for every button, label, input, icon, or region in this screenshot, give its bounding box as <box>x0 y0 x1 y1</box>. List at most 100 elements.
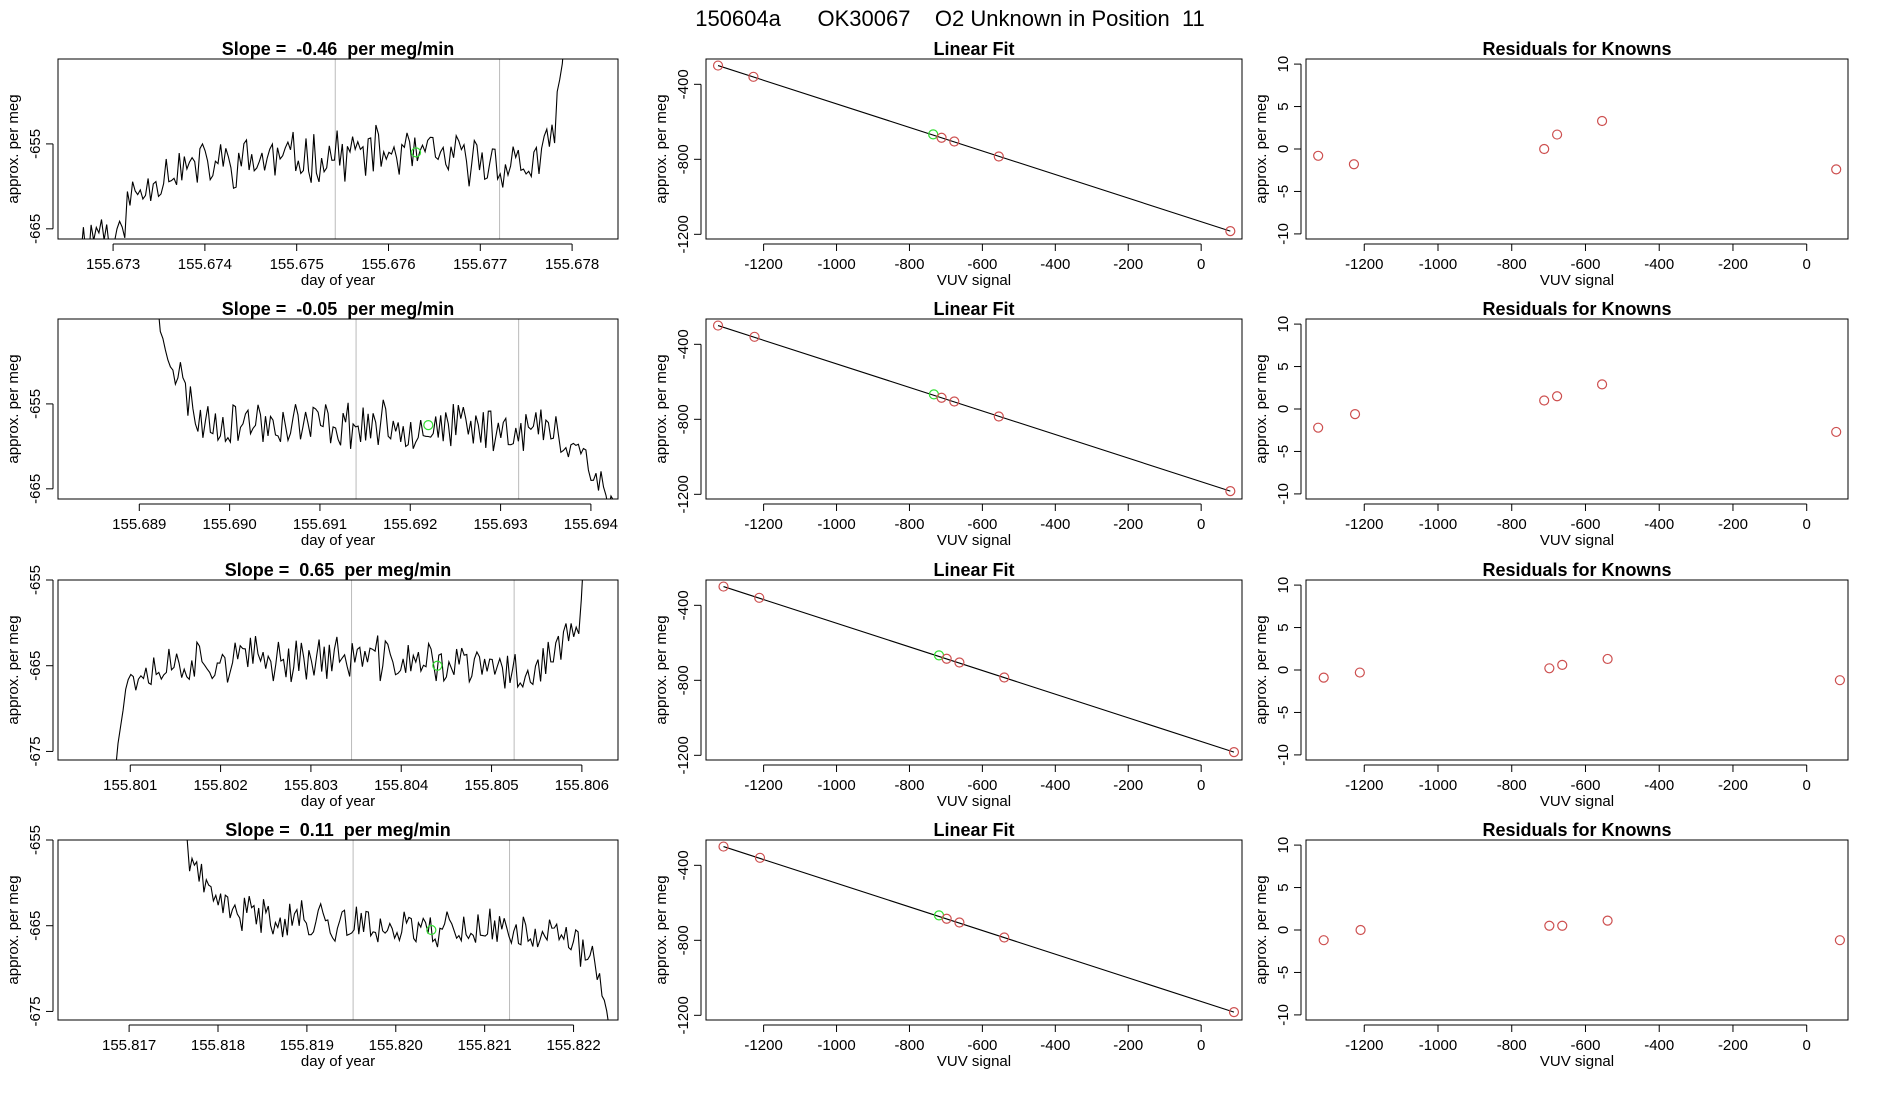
y-axis: 10 5 0 -5 -10 approx. per meg <box>1253 577 1302 766</box>
y-axis: -400 -800 -1200 approx. per meg <box>653 850 702 1035</box>
known-point <box>754 852 766 863</box>
known-point <box>1596 115 1608 127</box>
x-tick-label: 155.806 <box>555 777 609 794</box>
x-axis: 155.817 155.818 155.819 155.820 155.821 155.8… <box>102 1024 601 1070</box>
x-axis-label: VUV signal <box>1540 793 1614 810</box>
y-axis: 10 5 0 -5 -10 approx. per meg <box>1253 316 1302 505</box>
x-tick-label: 0 <box>1197 516 1205 533</box>
x-axis: -1200 -1000 -800 -600 -400 -200 0 VUV signal <box>744 503 1205 549</box>
known-point <box>1318 935 1329 946</box>
y-axis-label: approx. per meg <box>5 94 22 203</box>
chart-title: Residuals for Knowns <box>1482 299 1671 319</box>
x-tick-label: 155.804 <box>374 777 428 794</box>
known-point <box>1544 920 1555 931</box>
unknown-mean-point <box>410 147 422 158</box>
x-tick-label: -1000 <box>1419 777 1457 794</box>
y-tick-label: -1200 <box>675 475 692 513</box>
x-tick-label: -800 <box>894 1037 924 1054</box>
x-tick-label: -200 <box>1113 516 1143 533</box>
known-point <box>712 60 724 71</box>
signal-trace <box>81 59 564 239</box>
x-tick-label: -1200 <box>1345 777 1383 794</box>
y-axis: 10 5 0 -5 -10 approx. per meg <box>1253 56 1302 245</box>
x-tick-label: 155.678 <box>545 256 599 273</box>
x-tick-label: 0 <box>1803 516 1811 533</box>
x-tick-label: 0 <box>1803 1037 1811 1054</box>
y-axis: -400 -800 -1200 approx. per meg <box>653 590 702 775</box>
y-tick-label: -655 <box>27 389 44 419</box>
x-tick-label: 0 <box>1803 777 1811 794</box>
x-tick-label: -400 <box>1644 516 1674 533</box>
x-axis-label: day of year <box>301 272 375 289</box>
signal-trace <box>115 580 583 760</box>
x-tick-label: 155.677 <box>453 256 507 273</box>
x-axis: -1200 -1000 -800 -600 -400 -200 0 VUV signal <box>744 243 1205 289</box>
y-tick-label: -655 <box>27 825 44 855</box>
y-tick-label: -655 <box>27 129 44 159</box>
y-tick-label: -1200 <box>675 736 692 774</box>
unknown-mean-point <box>432 660 443 671</box>
y-axis: -655 -665 -675 approx. per meg <box>5 825 54 1026</box>
panel-fit-4: Linear Fit -1200 -1000 -800 -600 -400 -200 0 VUV… <box>653 820 1243 1070</box>
known-point <box>941 913 952 924</box>
y-tick-label: -665 <box>27 911 44 941</box>
chart-title: Linear Fit <box>933 39 1014 59</box>
x-tick-label: 0 <box>1197 256 1205 273</box>
x-tick-label: -1000 <box>1419 1037 1457 1054</box>
y-axis: -655 -665 -675 approx. per meg <box>5 565 54 766</box>
y-tick-label: -400 <box>675 590 692 620</box>
signal-trace <box>158 319 614 499</box>
panel-fit-1: Linear Fit -1200 -1000 -800 -600 -400 -200 0 VUV… <box>653 39 1243 289</box>
x-axis-label: day of year <box>301 1053 375 1070</box>
signal-trace <box>186 840 609 1020</box>
chart-title: Linear Fit <box>933 299 1014 319</box>
known-point <box>1354 667 1365 678</box>
x-tick-label: 155.817 <box>102 1037 156 1054</box>
y-axis: -655 -665 approx. per meg <box>5 354 54 504</box>
y-axis-label: approx. per meg <box>1253 354 1270 463</box>
y-tick-label: 10 <box>1275 316 1292 333</box>
chart-title: Slope = -0.46 per meg/min <box>222 39 455 59</box>
x-tick-label: -200 <box>1113 256 1143 273</box>
y-tick-label: -665 <box>27 474 44 504</box>
x-axis-label: VUV signal <box>1540 1053 1614 1070</box>
known-point <box>999 672 1010 683</box>
panel-fit-3: Linear Fit -1200 -1000 -800 -600 -400 -200 0 VUV… <box>653 560 1243 810</box>
known-point <box>1318 672 1329 683</box>
y-axis-label: approx. per meg <box>1253 94 1270 203</box>
plot-frame <box>57 318 619 500</box>
x-tick-label: 155.692 <box>383 516 437 533</box>
x-tick-label: 155.821 <box>458 1037 512 1054</box>
x-tick-label: -400 <box>1040 777 1070 794</box>
y-axis: -400 -800 -1200 approx. per meg <box>653 69 702 254</box>
known-point <box>1551 129 1563 140</box>
x-tick-label: -600 <box>1570 256 1600 273</box>
panel-res-3: Residuals for Knowns-1200 -1000 -800 -600 -4… <box>1253 560 1849 810</box>
chart-title: Residuals for Knowns <box>1482 560 1671 580</box>
y-tick-label: -5 <box>1275 185 1292 198</box>
chart-title: Slope = 0.65 per meg/min <box>225 560 452 580</box>
panel-res-4: Residuals for Knowns-1200 -1000 -800 -600 -4… <box>1253 820 1849 1070</box>
x-tick-label: -1200 <box>1345 516 1383 533</box>
plot-frame <box>705 58 1243 240</box>
chart-title: Slope = -0.05 per meg/min <box>222 299 455 319</box>
x-tick-label: -200 <box>1113 777 1143 794</box>
known-point <box>949 396 960 407</box>
plot-data-area <box>81 59 564 239</box>
plot-data-area <box>186 840 609 1020</box>
plot-data-area <box>1313 379 1842 438</box>
known-point <box>954 917 965 928</box>
x-tick-label: -200 <box>1718 777 1748 794</box>
x-tick-label: -400 <box>1644 777 1674 794</box>
y-axis: -400 -800 -1200 approx. per meg <box>653 329 702 514</box>
plot-frame <box>1305 839 1849 1021</box>
x-tick-label: -600 <box>967 516 997 533</box>
x-tick-label: -600 <box>1570 777 1600 794</box>
y-tick-label: -800 <box>675 404 692 434</box>
x-tick-label: -1000 <box>817 256 855 273</box>
y-tick-label: -400 <box>675 850 692 880</box>
y-tick-label: -10 <box>1275 483 1292 505</box>
plot-frame <box>705 579 1243 761</box>
known-point <box>1228 1007 1240 1018</box>
